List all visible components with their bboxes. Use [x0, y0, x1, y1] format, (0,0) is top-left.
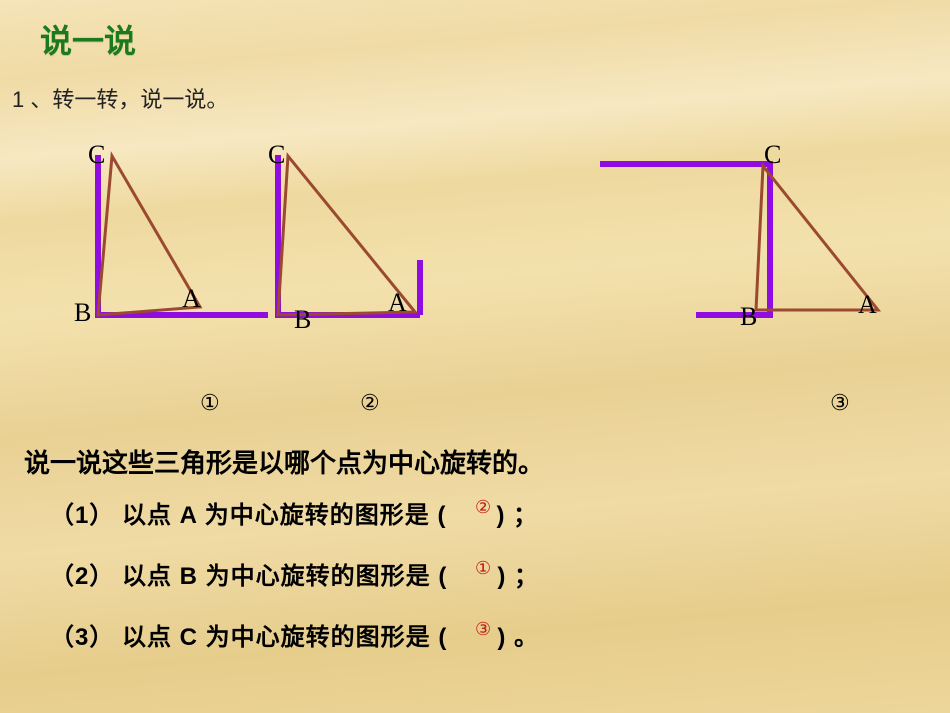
- fig2-label-c: C: [268, 140, 285, 170]
- slide-title: 说一说: [40, 16, 136, 62]
- figure-3: [600, 164, 878, 315]
- fig3-number: ③: [830, 390, 850, 416]
- answer-2: ①: [475, 558, 491, 579]
- instruction-line: 1 、转一转，说一说。: [12, 82, 228, 114]
- answer-1: ②: [475, 497, 491, 518]
- fig3-label-c: C: [764, 140, 781, 170]
- fig3-label-b: B: [740, 302, 757, 332]
- fig3-purple: [600, 164, 770, 315]
- fig1-label-b: B: [74, 298, 91, 328]
- question-line-3: （3） 以点 C 为中心旋转的图形是 ( ) 。: [50, 617, 539, 652]
- fig2-label-a: A: [388, 288, 407, 318]
- fig2-label-b: B: [294, 305, 311, 335]
- diagrams-svg: [50, 140, 910, 360]
- fig2-number: ②: [360, 390, 380, 416]
- question-heading: 说一说这些三角形是以哪个点为中心旋转的。: [24, 443, 544, 480]
- figures-area: C B A C B A C B A ① ② ③: [50, 140, 910, 360]
- fig1-label-a: A: [182, 284, 201, 314]
- fig1-label-c: C: [88, 140, 105, 170]
- fig1-number: ①: [200, 390, 220, 416]
- fig3-label-a: A: [858, 290, 877, 320]
- answer-3: ③: [475, 619, 491, 640]
- fig3-triangle: [756, 166, 878, 310]
- question-line-1: （1） 以点 A 为中心旋转的图形是 ( ) ；: [50, 495, 538, 530]
- question-line-2: （2） 以点 B 为中心旋转的图形是 ( ) ；: [50, 556, 539, 591]
